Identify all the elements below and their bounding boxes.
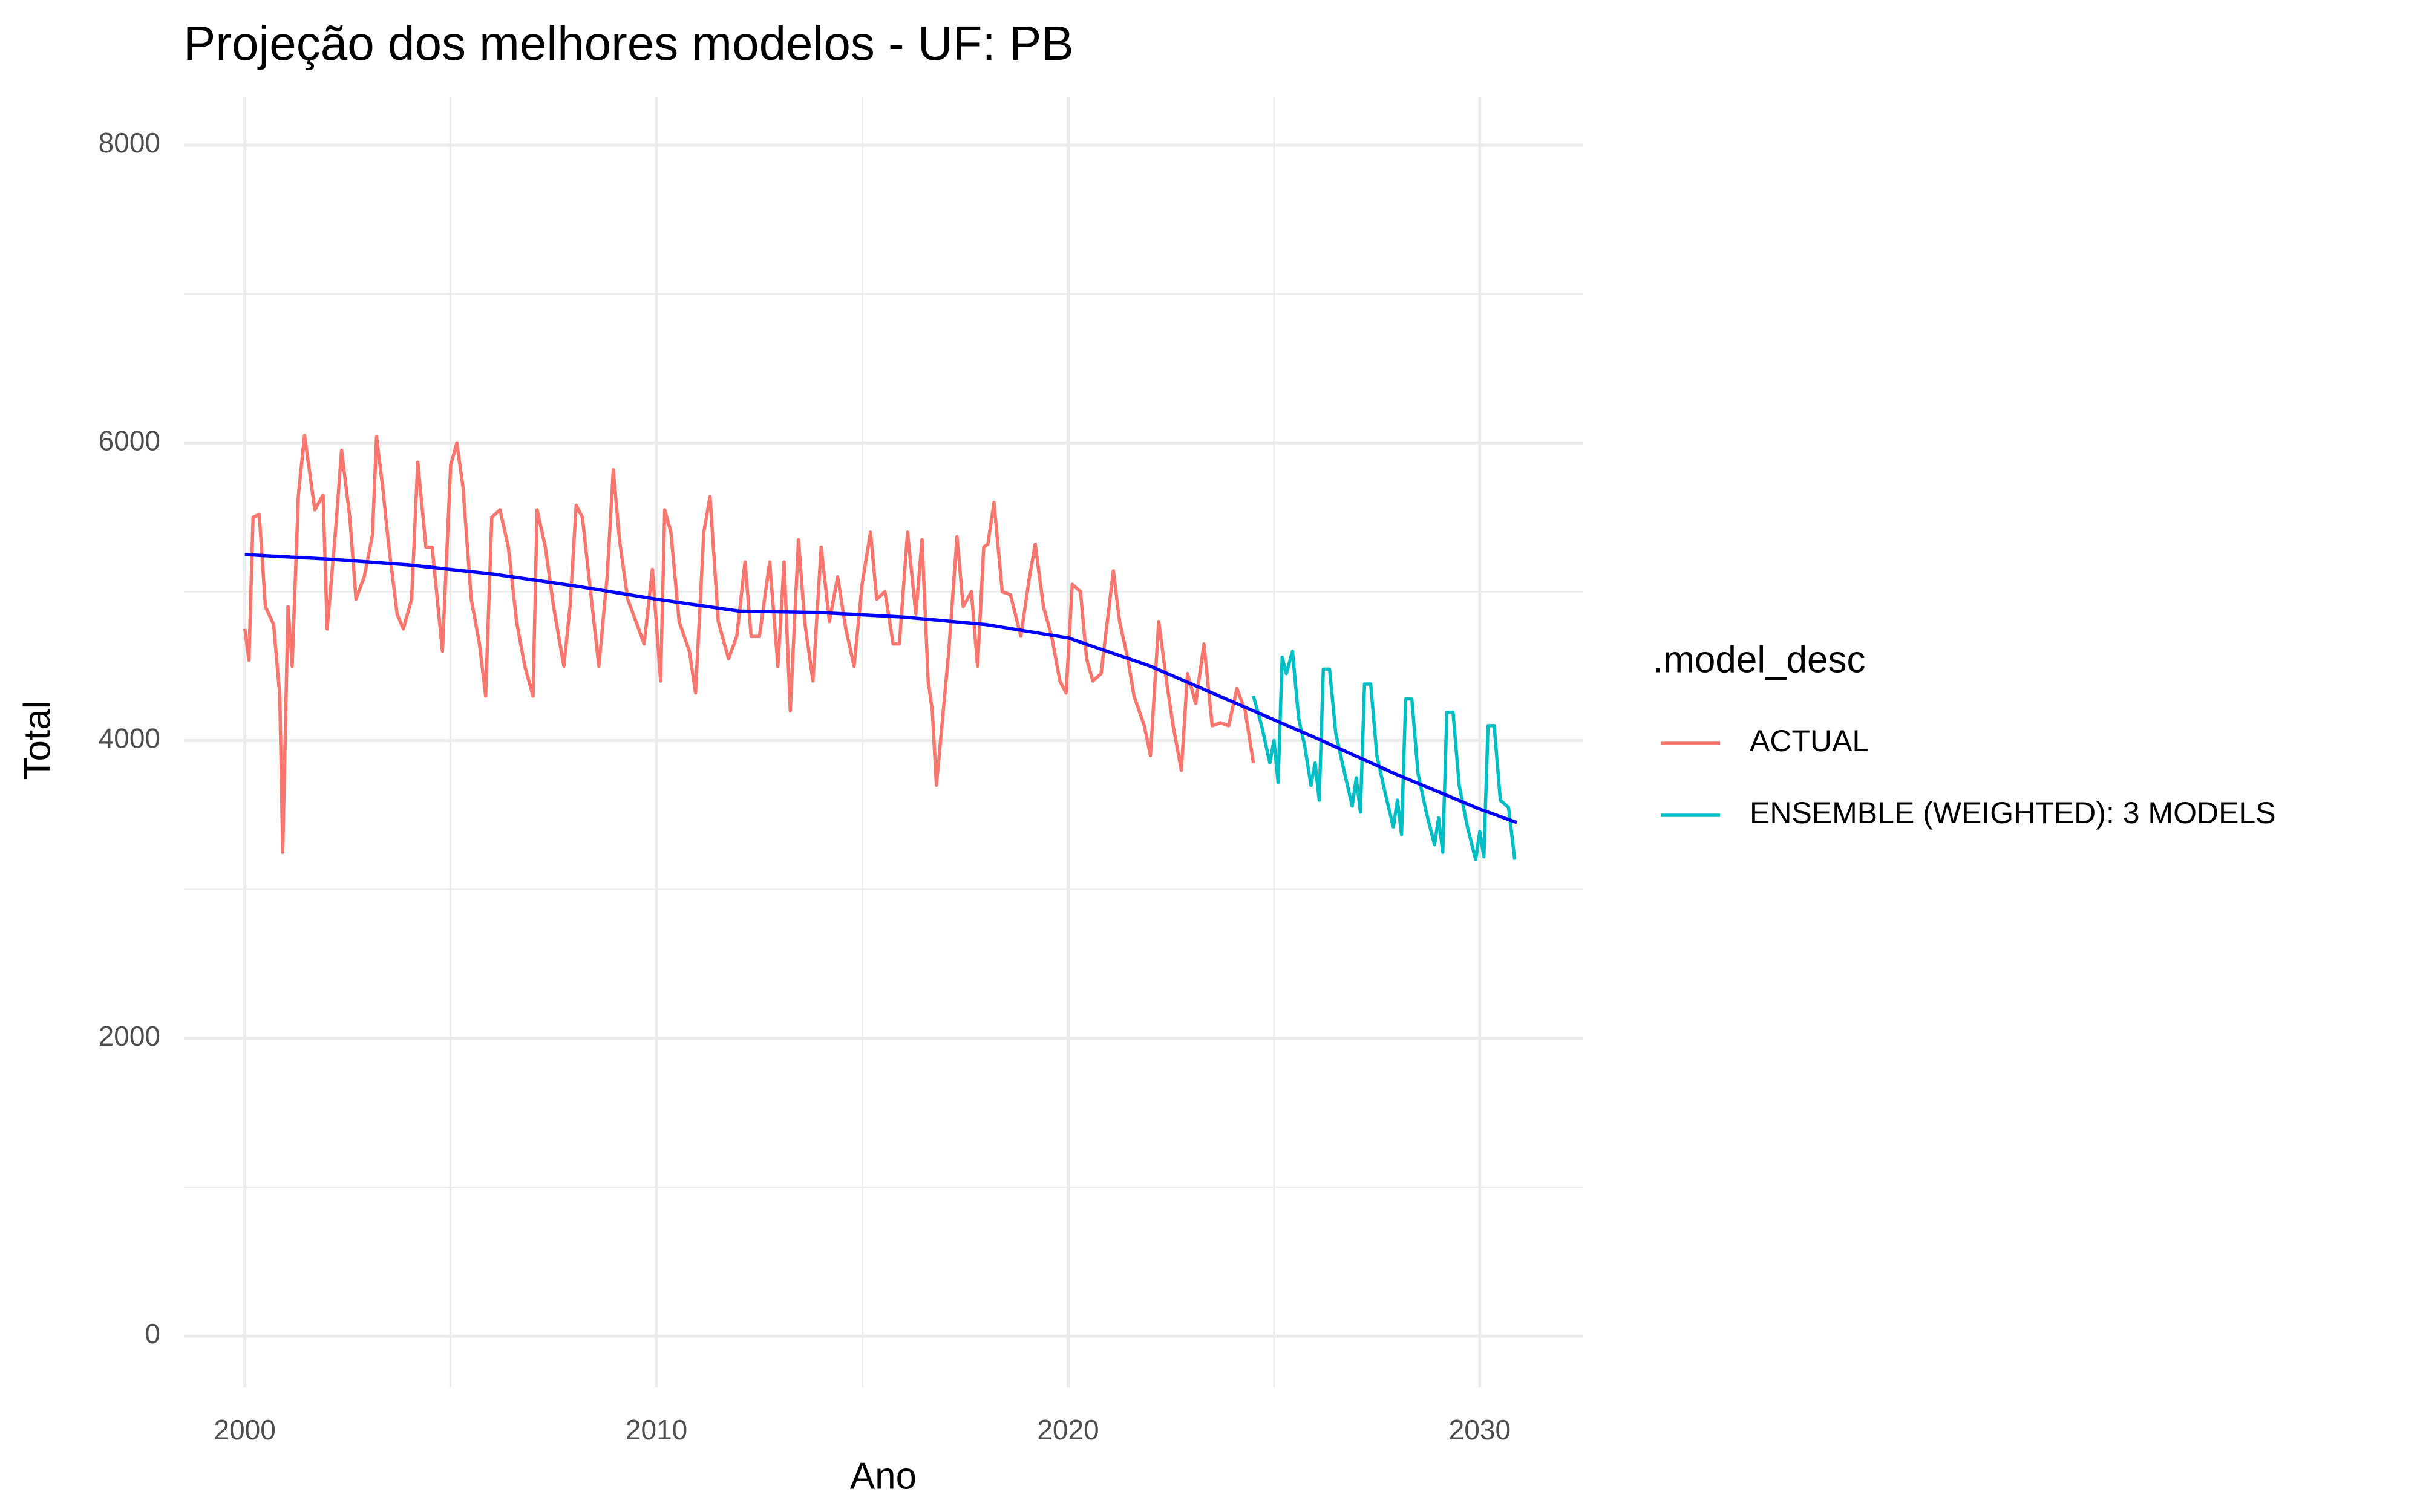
trend-line	[244, 553, 1518, 824]
y-tick-label: 8000	[99, 127, 160, 158]
y-tick-label: 0	[145, 1318, 160, 1349]
y-tick-label: 6000	[99, 425, 160, 456]
x-axis-title: Ano	[850, 1455, 917, 1497]
chart-title: Projeção dos melhores modelos - UF: PB	[183, 16, 1074, 70]
series-line	[243, 434, 1255, 854]
y-axis-title: Total	[16, 701, 58, 780]
legend-label: ENSEMBLE (WEIGHTED): 3 MODELS	[1750, 796, 2276, 830]
legend-title: .model_desc	[1653, 639, 1866, 680]
x-tick-label: 2020	[1037, 1414, 1099, 1445]
y-tick-label: 4000	[99, 723, 160, 754]
series-line	[1252, 650, 1517, 862]
y-tick-label: 2000	[99, 1020, 160, 1052]
legend-label: ACTUAL	[1750, 724, 1869, 758]
x-tick-label: 2000	[214, 1414, 276, 1445]
x-tick-label: 2030	[1449, 1414, 1511, 1445]
x-tick-label: 2010	[626, 1414, 687, 1445]
